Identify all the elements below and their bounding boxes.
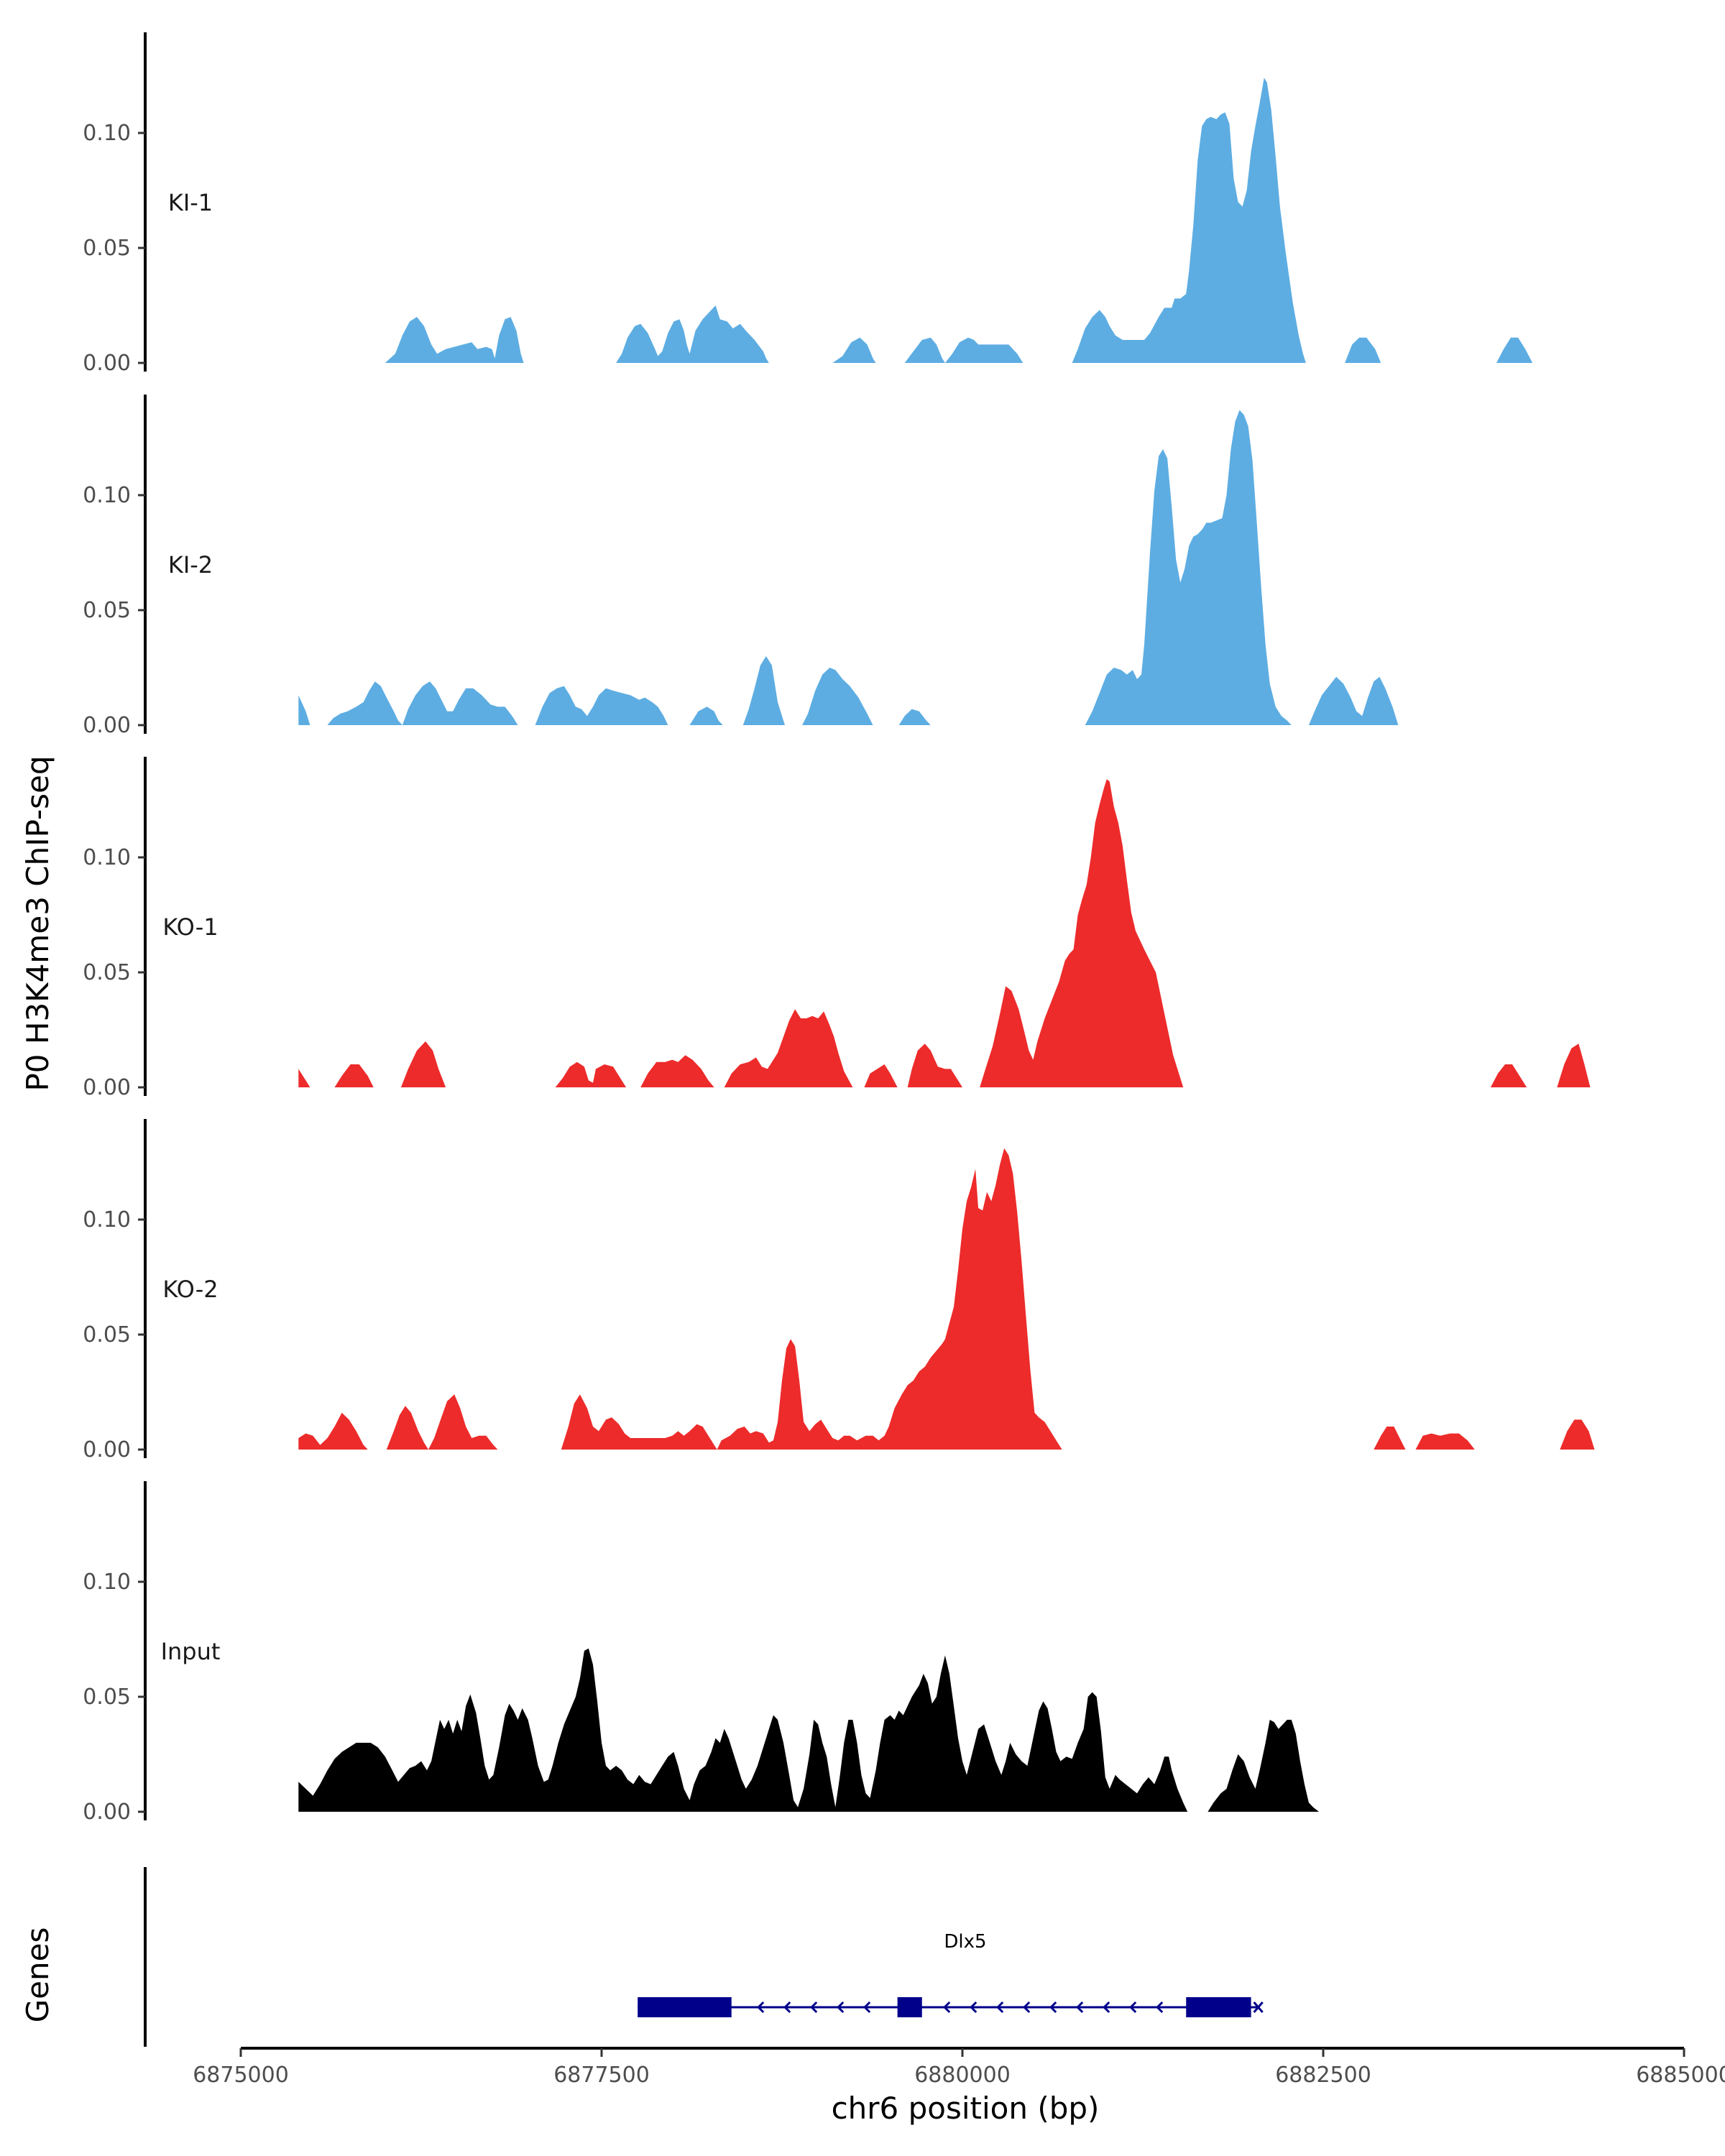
signal-area-input: [298, 1648, 1319, 1812]
y-tick-label: 0.05: [83, 960, 131, 985]
track-label: KI-2: [168, 551, 213, 579]
strand-arrow: [996, 2001, 1004, 2014]
y-tick-label: 0.10: [83, 483, 131, 508]
track-ki-1: 0.00 0.05 0.10 KI-1: [83, 32, 1533, 376]
y-tick-label: 0.00: [83, 351, 131, 376]
x-tick-label: 6875000: [193, 2063, 289, 2088]
gene-exon: [1186, 1997, 1251, 2017]
y-tick-label: 0.05: [83, 1685, 131, 1710]
x-tick-label: 6885000: [1636, 2063, 1725, 2088]
strand-arrow: [757, 2001, 765, 2014]
x-tick-label: 6877500: [553, 2063, 650, 2088]
strand-arrow: [1076, 2001, 1084, 2014]
y-tick-label: 0.10: [83, 1207, 131, 1233]
x-axis-ticks: 6875000 6877500 6880000 6882500 6885000: [193, 2048, 1725, 2088]
strand-arrow: [863, 2001, 871, 2014]
x-tick-label: 6880000: [914, 2063, 1011, 2088]
strand-arrow: [783, 2001, 791, 2014]
y-tick-label: 0.00: [83, 1075, 131, 1100]
track-label: Input: [161, 1638, 221, 1665]
x-axis-title: chr6 position (bp): [832, 2091, 1100, 2126]
strand-arrow: [943, 2001, 951, 2014]
gene-strand-arrows: [757, 2001, 1264, 2014]
track-input: 0.00 0.05 0.10 Input: [83, 1481, 1319, 1825]
strand-arrow: [1129, 2001, 1137, 2014]
gene-exon: [897, 1997, 922, 2017]
gene-track: Genes Dlx5: [20, 1867, 1264, 2047]
strand-arrow: [837, 2001, 845, 2014]
y-tick-label: 0.10: [83, 845, 131, 870]
y-tick-label: 0.10: [83, 121, 131, 146]
y-tick-label: 0.05: [83, 1322, 131, 1348]
x-tick-label: 6882500: [1275, 2063, 1371, 2088]
y-tick-label: 0.00: [83, 1800, 131, 1825]
y-tick-label: 0.05: [83, 598, 131, 623]
y-tick-label: 0.10: [83, 1570, 131, 1595]
y-tick-label: 0.05: [83, 236, 131, 261]
strand-arrow: [970, 2001, 978, 2014]
y-tick-label: 0.00: [83, 713, 131, 738]
tracks-layer: 0.00 0.05 0.10 KI-1 0.00 0.05 0.10 KI-2 0.00 0.05…: [83, 32, 1595, 1825]
track-ko-2: 0.00 0.05 0.10 KO-2: [83, 1119, 1595, 1462]
gene-end-marker: [1253, 2001, 1264, 2013]
signal-area-ki-1: [298, 78, 1533, 363]
track-label: KI-1: [168, 189, 213, 216]
track-label: KO-2: [162, 1276, 218, 1303]
gene-exons: [638, 1997, 1251, 2017]
y-axis-title: P0 H3K4me3 ChIP-seq: [20, 755, 55, 1091]
signal-area-ko-1: [298, 779, 1591, 1087]
track-ko-1: 0.00 0.05 0.10 KO-1: [83, 757, 1591, 1100]
strand-arrow: [1049, 2001, 1057, 2014]
gene-exon: [638, 1997, 732, 2017]
x-axis: 6875000 6877500 6880000 6882500 6885000 chr6…: [193, 2047, 1725, 2126]
strand-arrow: [1103, 2001, 1110, 2014]
strand-arrow: [810, 2001, 818, 2014]
gene-label: Dlx5: [944, 1931, 986, 1953]
signal-area-ko-2: [298, 1148, 1595, 1450]
track-label: KO-1: [162, 913, 218, 941]
strand-arrow: [1023, 2001, 1031, 2014]
gene-panel-title: Genes: [20, 1927, 55, 2023]
strand-arrow: [1156, 2001, 1164, 2014]
y-tick-label: 0.00: [83, 1437, 131, 1462]
track-ki-2: 0.00 0.05 0.10 KI-2: [83, 395, 1399, 738]
